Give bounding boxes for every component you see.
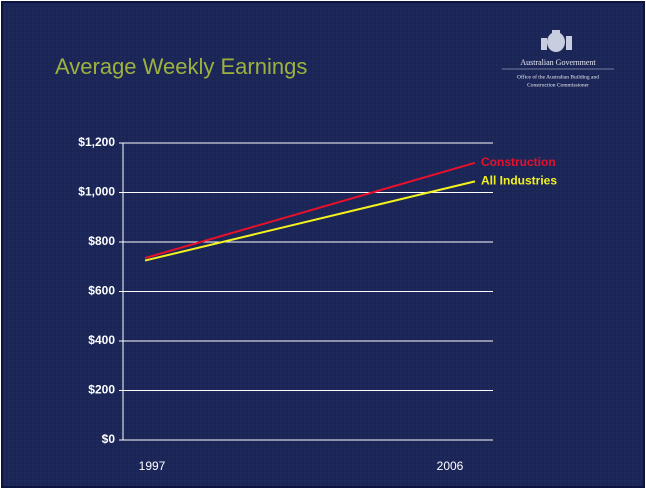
y-tick-label: $600 [88,284,115,298]
y-tick-label: $1,200 [78,135,115,149]
y-tick-label: $0 [102,432,116,446]
y-tick-label: $800 [88,234,115,248]
y-tick-label: $400 [88,333,115,347]
y-tick-label: $200 [88,383,115,397]
x-tick-label: 2006 [437,459,464,473]
logo-crest [541,30,572,52]
logo-text: Office of the Australian Building and [517,73,599,80]
series-line [144,161,476,260]
y-tick-label: $1,000 [78,185,115,199]
series-line [144,180,476,262]
chart-title: Average Weekly Earnings [55,54,307,79]
logo-text: Construction Commissioner [527,82,589,88]
legend-label: All Industries [481,174,557,188]
logo-text: Australian Government [520,58,596,67]
x-tick-label: 1997 [139,459,166,473]
legend-label: Construction [481,155,556,169]
